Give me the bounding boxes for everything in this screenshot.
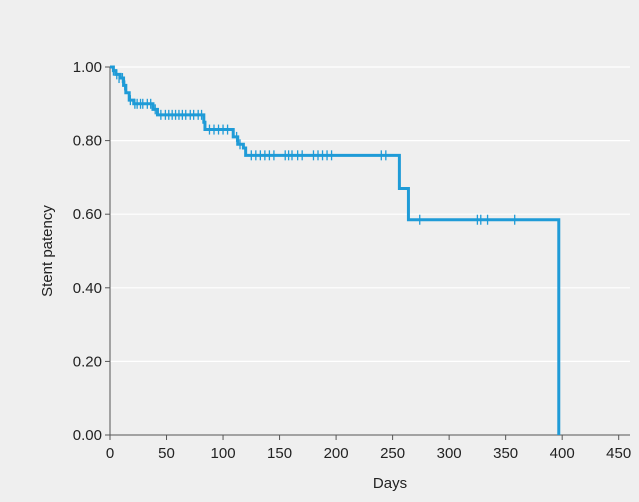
y-tick-label-5: 1.00	[73, 59, 102, 76]
x-tick-label-0: 0	[106, 445, 114, 462]
y-tick-label-0: 0.00	[73, 427, 102, 444]
y-tick-label-2: 0.40	[73, 280, 102, 297]
y-tick-label-1: 0.20	[73, 353, 102, 370]
y-tick-label-4: 0.80	[73, 133, 102, 150]
x-axis-title: Days	[373, 475, 407, 492]
x-tick-label-3: 150	[267, 445, 292, 462]
x-tick-label-6: 300	[437, 445, 462, 462]
x-tick-label-2: 100	[211, 445, 236, 462]
y-axis-title: Stent patency	[39, 205, 56, 297]
x-tick-label-7: 350	[493, 445, 518, 462]
x-tick-label-5: 250	[380, 445, 405, 462]
x-tick-label-4: 200	[324, 445, 349, 462]
x-tick-label-1: 50	[158, 445, 175, 462]
survival-step-line	[110, 65, 561, 435]
x-tick-label-9: 450	[606, 445, 631, 462]
x-tick-label-8: 400	[550, 445, 575, 462]
y-tick-label-3: 0.60	[73, 206, 102, 223]
